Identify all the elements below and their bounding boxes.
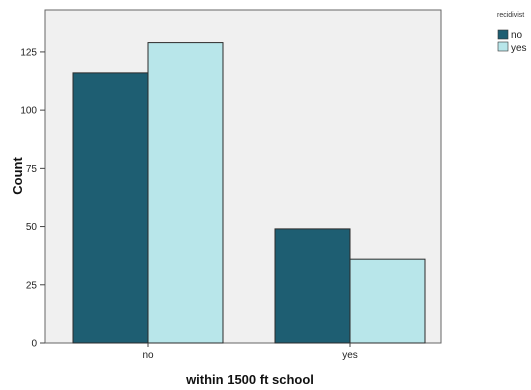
legend: recidivist no yes [497, 12, 527, 54]
legend-label-no: no [511, 30, 523, 41]
y-axis: 0 25 50 75 100 125 [20, 47, 45, 350]
x-axis: no yes [142, 343, 358, 361]
x-tick-label-no: no [142, 350, 154, 361]
y-tick-label-100: 100 [20, 106, 37, 117]
y-tick-label-50: 50 [26, 222, 38, 233]
y-tick-label-0: 0 [31, 339, 37, 350]
legend-swatch-no [497, 29, 509, 40]
y-tick-label-125: 125 [20, 47, 37, 58]
bar-no-yes [147, 42, 224, 344]
bars [72, 42, 426, 344]
bar-yes-no [274, 228, 351, 344]
x-tick-label-yes: yes [342, 350, 358, 361]
legend-title: recidivist [497, 12, 524, 19]
y-axis-title: Count [10, 157, 25, 195]
legend-label-yes: yes [511, 43, 527, 54]
legend-swatch-yes [497, 41, 509, 52]
y-tick-label-75: 75 [26, 164, 38, 175]
y-tick-label-25: 25 [26, 280, 38, 291]
bar-yes-yes [349, 258, 426, 344]
x-axis-title: within 1500 ft school [185, 372, 314, 387]
bar-no-no [72, 72, 149, 344]
